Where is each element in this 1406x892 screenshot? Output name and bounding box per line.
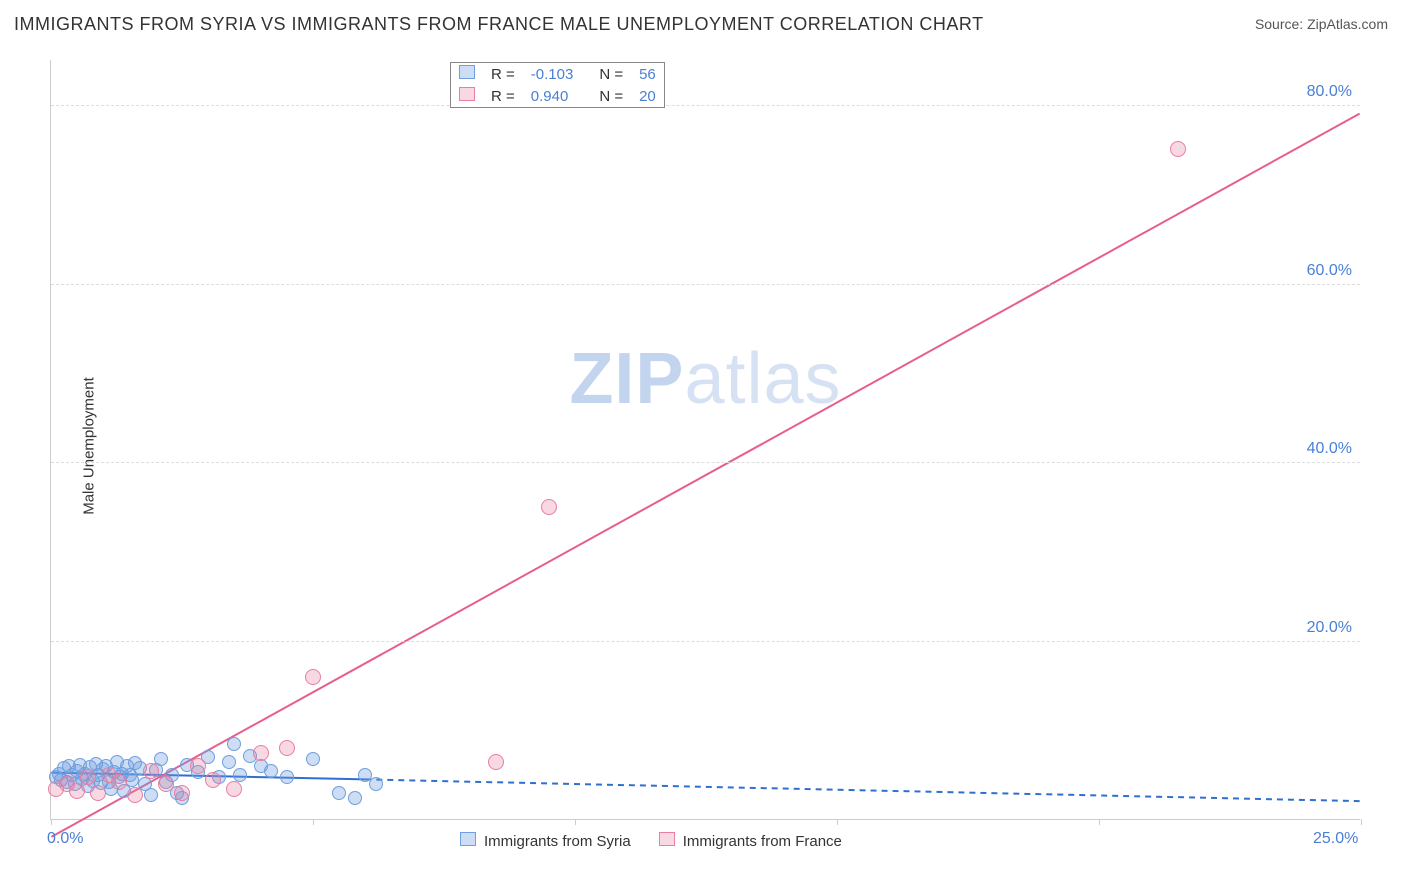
point-syria: [369, 777, 383, 791]
point-syria: [280, 770, 294, 784]
trendline-france: [51, 114, 1359, 837]
series-legend-label: Immigrants from Syria: [484, 833, 631, 850]
x-tick: [313, 819, 314, 825]
source-attribution: Source: ZipAtlas.com: [1255, 16, 1388, 32]
point-france: [488, 754, 504, 770]
point-france: [69, 783, 85, 799]
point-france: [541, 499, 557, 515]
legend-swatch: [659, 832, 675, 846]
point-france: [80, 769, 96, 785]
series-legend-label: Immigrants from France: [683, 833, 842, 850]
chart-container: IMMIGRANTS FROM SYRIA VS IMMIGRANTS FROM…: [0, 0, 1406, 892]
series-legend-item: Immigrants from Syria: [460, 832, 631, 850]
point-france: [190, 758, 206, 774]
x-tick: [51, 819, 52, 825]
gridline-h: [51, 641, 1360, 642]
legend-r-label: R =: [483, 85, 523, 107]
series-legend-item: Immigrants from France: [659, 832, 842, 850]
legend-r-value: -0.103: [523, 63, 582, 85]
gridline-h: [51, 462, 1360, 463]
point-france: [90, 785, 106, 801]
trend-lines-svg: [51, 60, 1360, 819]
point-france: [1170, 141, 1186, 157]
point-syria: [332, 786, 346, 800]
trendline-syria-dashed: [365, 779, 1359, 801]
point-syria: [306, 752, 320, 766]
watermark: ZIPatlas: [569, 338, 841, 420]
legend-n-label: N =: [581, 63, 631, 85]
legend-swatch: [460, 832, 476, 846]
legend-r-value: 0.940: [523, 85, 582, 107]
x-tick: [837, 819, 838, 825]
point-syria: [125, 773, 139, 787]
y-tick-label: 80.0%: [1307, 83, 1352, 101]
legend-r-label: R =: [483, 63, 523, 85]
legend-row: R =-0.103N =56: [451, 63, 664, 85]
point-france: [253, 745, 269, 761]
x-tick-label: 0.0%: [47, 830, 83, 848]
plot-area: ZIPatlas 20.0%40.0%60.0%80.0%0.0%25.0%: [50, 60, 1360, 820]
point-france: [279, 740, 295, 756]
legend-swatch: [459, 65, 475, 79]
point-syria: [227, 737, 241, 751]
legend-row: R =0.940N =20: [451, 85, 664, 107]
gridline-h: [51, 284, 1360, 285]
x-tick: [1099, 819, 1100, 825]
point-france: [143, 763, 159, 779]
y-tick-label: 60.0%: [1307, 262, 1352, 280]
legend-n-label: N =: [581, 85, 631, 107]
point-syria: [144, 788, 158, 802]
x-tick: [575, 819, 576, 825]
point-syria: [264, 764, 278, 778]
series-legend: Immigrants from Syria Immigrants from Fra…: [460, 832, 842, 850]
legend-swatch: [459, 87, 475, 101]
x-tick-label: 25.0%: [1313, 830, 1358, 848]
point-france: [305, 669, 321, 685]
y-tick-label: 40.0%: [1307, 440, 1352, 458]
point-syria: [348, 791, 362, 805]
correlation-legend: R =-0.103N =56R =0.940N =20: [450, 62, 665, 108]
point-france: [205, 772, 221, 788]
chart-title: IMMIGRANTS FROM SYRIA VS IMMIGRANTS FROM…: [14, 14, 984, 35]
point-france: [127, 787, 143, 803]
x-tick: [1361, 819, 1362, 825]
legend-n-value: 20: [631, 85, 664, 107]
point-france: [226, 781, 242, 797]
point-syria: [222, 755, 236, 769]
legend-n-value: 56: [631, 63, 664, 85]
y-tick-label: 20.0%: [1307, 619, 1352, 637]
gridline-h: [51, 105, 1360, 106]
